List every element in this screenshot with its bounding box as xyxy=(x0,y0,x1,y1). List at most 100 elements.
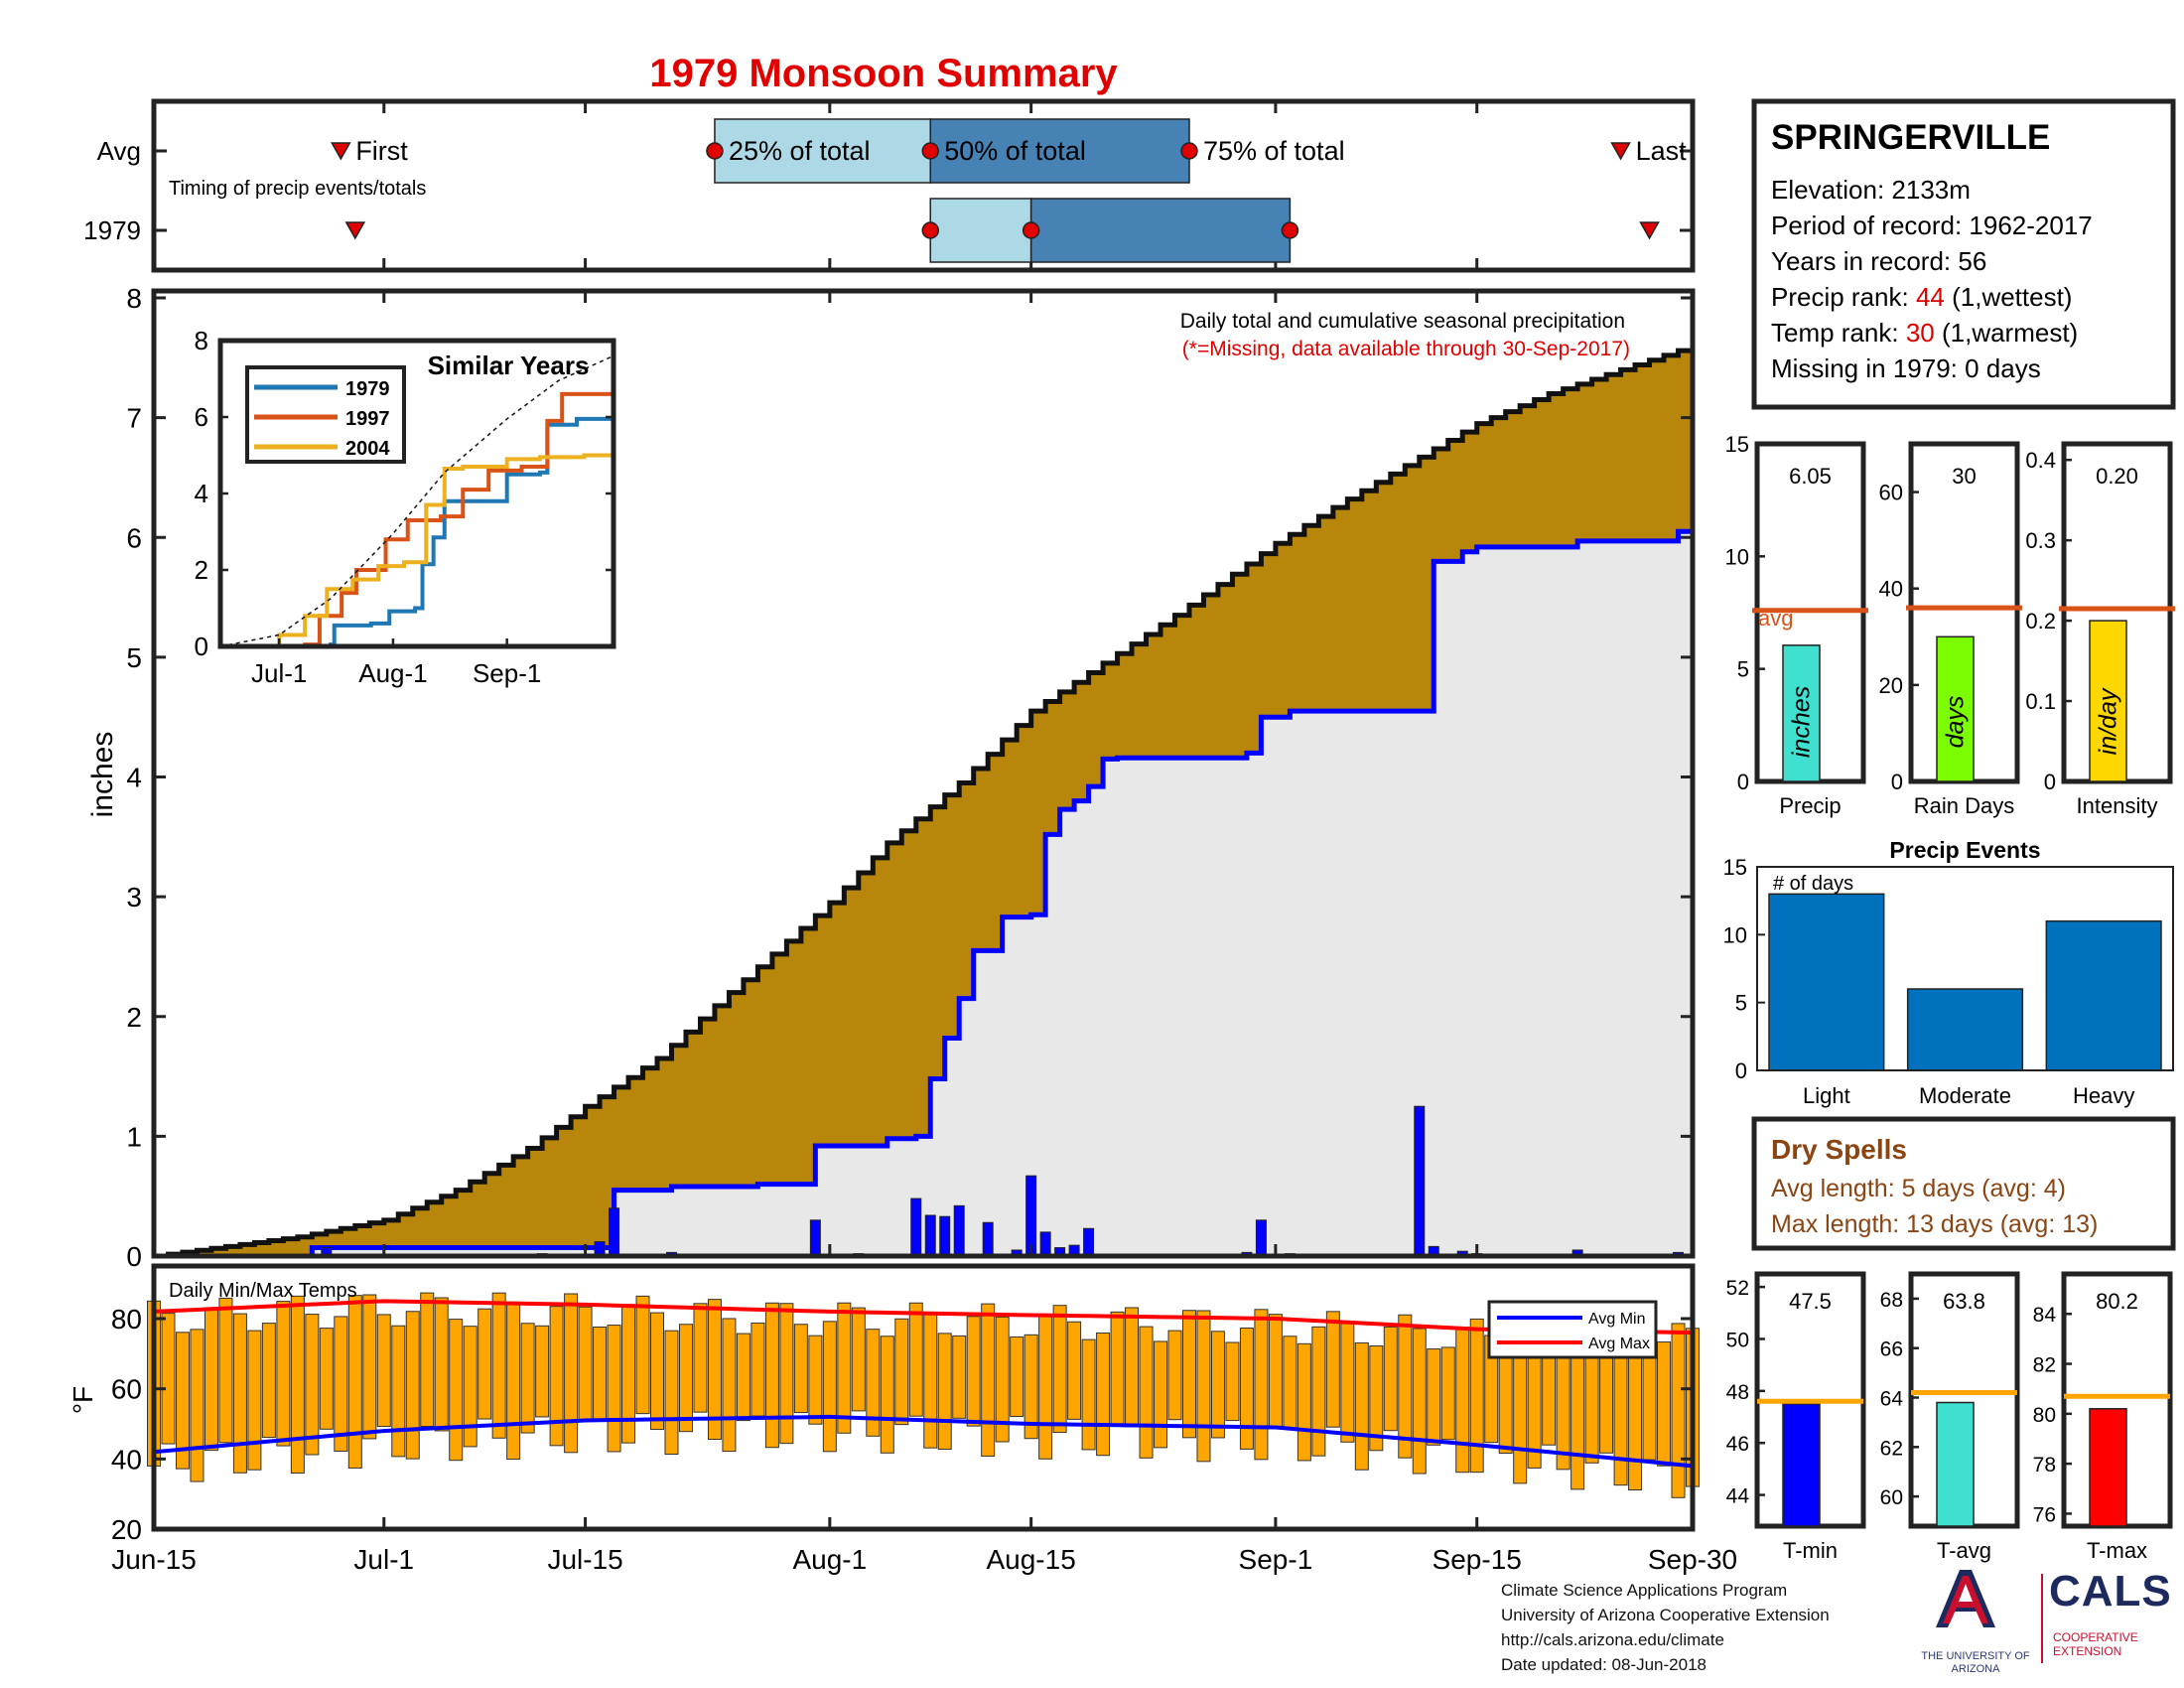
daily-temp-bar xyxy=(751,1322,765,1417)
main-ytick-label: 5 xyxy=(126,642,142,673)
daily-temp-bar xyxy=(621,1304,636,1444)
daily-temp-bar xyxy=(1354,1341,1369,1471)
temp-bar-ytick-label: 60 xyxy=(1880,1486,1903,1509)
temp-bar-ytick-label: 76 xyxy=(2033,1503,2056,1526)
daily-temp-bar xyxy=(218,1297,233,1444)
temp-value-1: 63.8 xyxy=(1943,1289,1985,1314)
events-label-heavy: Heavy xyxy=(2073,1083,2134,1108)
daily-temp-bar xyxy=(966,1316,981,1427)
daily-precip-bar xyxy=(809,1219,821,1257)
temp-label-2: T-max xyxy=(2087,1538,2147,1563)
inset-ytick-label: 2 xyxy=(195,555,208,585)
inset-ytick-label: 0 xyxy=(195,632,208,661)
temp-bar-ytick-label: 82 xyxy=(2033,1354,2056,1377)
block-a-icon xyxy=(1936,1570,1995,1627)
daily-temp-bar xyxy=(1513,1345,1528,1484)
daily-temp-bar xyxy=(822,1321,837,1453)
main-frame xyxy=(151,288,1696,1259)
inset-title: Similar Years xyxy=(428,351,590,380)
daily-temp-bar xyxy=(1427,1348,1441,1446)
missing-note: (*=Missing, data available through 30-Se… xyxy=(1182,338,1630,360)
daily-temp-bar xyxy=(290,1295,305,1475)
avg-label: avg xyxy=(1758,606,1793,631)
daily-temp-bar xyxy=(204,1307,218,1452)
daily-temp-bar xyxy=(1139,1326,1154,1459)
daily-temp-bar xyxy=(736,1333,751,1422)
timing-row-year-label: 1979 xyxy=(83,215,141,245)
timing-row-avg-label: Avg xyxy=(97,136,141,166)
daily-temp-bar xyxy=(1412,1328,1427,1475)
station-elevation: Elevation: 2133m xyxy=(1771,175,1971,205)
temp-bar-ytick-label: 62 xyxy=(1880,1437,1903,1460)
daily-temp-bar xyxy=(707,1299,722,1441)
temp-value-2: 80.2 xyxy=(2096,1289,2138,1314)
logo-divider xyxy=(2041,1574,2043,1663)
main-ytick-label: 6 xyxy=(126,522,142,553)
daily-temp-bar xyxy=(1225,1341,1240,1422)
summary-bar-charts: 0 5 10 15 6.05 Precip inches 0 20 40 60 30 Rain Days… xyxy=(1725,432,2175,818)
main-ytick-label: 0 xyxy=(126,1241,142,1272)
daily-temp-bar xyxy=(1556,1339,1570,1471)
daily-temp-bar xyxy=(764,1302,779,1449)
summary-ytick-label: 10 xyxy=(1725,544,1749,569)
temp-bar-ytick-label: 48 xyxy=(1726,1381,1749,1404)
year-50-75-box xyxy=(1029,198,1292,263)
daily-temp-bar xyxy=(175,1332,190,1470)
daily-precip-bar xyxy=(924,1214,936,1257)
temp-bar-ytick-label: 66 xyxy=(1880,1338,1903,1361)
temp-bar-ytick-label: 64 xyxy=(1880,1388,1904,1411)
legend-label-avg-min: Avg Min xyxy=(1588,1311,1646,1328)
summary-ytick-label: 20 xyxy=(1879,673,1903,698)
avg-last-marker xyxy=(1610,142,1631,161)
temp-ylabel: °F xyxy=(68,1386,98,1414)
daily-temp-bar xyxy=(678,1324,693,1433)
temp-ytick-label: 80 xyxy=(111,1304,142,1335)
last-label: Last xyxy=(1636,136,1688,166)
temp-bar-2 xyxy=(2089,1408,2127,1527)
avg-pct-marker-2 xyxy=(1180,142,1198,160)
timing-caption: Timing of precip events/totals xyxy=(169,178,426,200)
temp-bar-ytick-label: 44 xyxy=(1726,1485,1750,1508)
temp-label-1: T-avg xyxy=(1937,1538,1991,1563)
daily-temp-bar xyxy=(190,1329,205,1482)
events-frame xyxy=(1756,866,2174,1071)
daily-temp-bar xyxy=(1196,1310,1211,1463)
daily-precip-bar xyxy=(982,1221,994,1257)
daily-temp-bar xyxy=(247,1330,262,1471)
daily-precip-bar xyxy=(910,1197,922,1257)
daily-temp-bar xyxy=(1325,1311,1340,1428)
temp-bar-1 xyxy=(1936,1401,1975,1527)
year-25-50-box xyxy=(929,198,1032,263)
daily-temp-bar xyxy=(506,1301,521,1461)
avg-cumulative-line xyxy=(154,346,1696,1259)
footer-line-2: University of Arizona Cooperative Extens… xyxy=(1501,1606,1830,1624)
temp-bar-ytick-label: 78 xyxy=(2033,1454,2056,1477)
daily-temp-bar xyxy=(334,1316,348,1452)
summary-ytick-label: 0.4 xyxy=(2025,448,2056,473)
station-years: Years in record: 56 xyxy=(1771,246,1986,276)
daily-temp-bar xyxy=(347,1295,362,1469)
inset-legend-label-1997: 1997 xyxy=(345,408,390,430)
xtick-label: Sep-1 xyxy=(1239,1544,1313,1575)
summary-bar-2 xyxy=(2089,620,2127,782)
temp-bar-ytick-label: 84 xyxy=(2033,1304,2057,1327)
footer-line-3[interactable]: http://cals.arizona.edu/climate xyxy=(1501,1630,1724,1649)
xtick-label: Jul-15 xyxy=(547,1544,622,1575)
daily-temp-bar xyxy=(1167,1330,1182,1421)
year-pct-marker-2 xyxy=(1281,221,1299,239)
avg-first-marker xyxy=(331,142,351,161)
main-ytick-label: 1 xyxy=(126,1121,142,1152)
temp-bar-ytick-label: 80 xyxy=(2033,1404,2056,1427)
xtick-label: Aug-1 xyxy=(792,1544,867,1575)
first-label: First xyxy=(355,136,408,166)
summary-bar-0 xyxy=(1782,644,1821,782)
footer-credits: Climate Science Applications Program Uni… xyxy=(1501,1578,1830,1677)
dry-spells-title: Dry Spells xyxy=(1771,1134,1907,1165)
summary-value-2: 0.20 xyxy=(2096,464,2138,489)
daily-temp-bar xyxy=(1038,1313,1053,1460)
avg-pct-marker-0 xyxy=(706,142,724,160)
daily-temp-bar xyxy=(937,1333,952,1451)
summary-label-2: Intensity xyxy=(2077,793,2158,818)
year-first-marker xyxy=(344,221,366,240)
daily-temp-bar xyxy=(837,1302,852,1434)
